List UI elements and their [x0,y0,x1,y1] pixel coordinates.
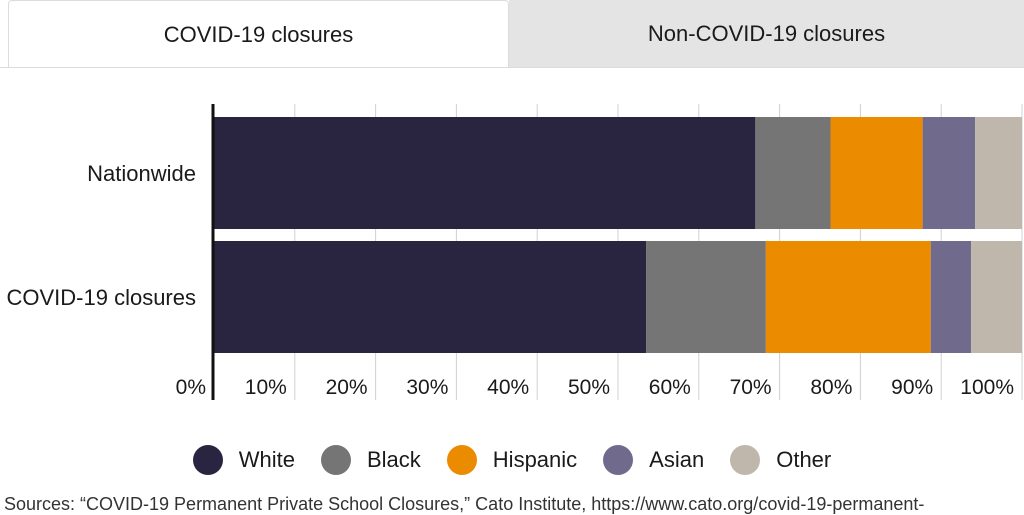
bar-covid-19-closures-white [214,241,647,353]
x-tick-40: 40% [487,376,529,399]
x-tick-60: 60% [649,376,691,399]
bar-nationwide-white [214,117,756,229]
tab-bar: COVID-19 closures Non-COVID-19 closures [0,0,1024,68]
x-tick-80: 80% [810,376,852,399]
legend-item-other: Other [730,445,831,475]
bar-nationwide-other [975,117,1022,229]
bar-covid-19-closures-other [971,241,1022,353]
bar-covid-19-closures-asian [930,241,972,353]
source-note: Sources: “COVID-19 Permanent Private Sch… [4,494,925,514]
legend-label-black: Black [367,447,421,472]
legend-item-black: Black [321,445,421,475]
x-tick-100: 100% [960,376,1014,399]
tab-non-covid-19-closures[interactable]: Non-COVID-19 closures [509,0,1024,68]
legend-item-white: White [192,445,295,475]
bar-nationwide-hispanic [830,117,923,229]
category-labels: Nationwide COVID-19 closures [6,161,196,310]
bar-covid-19-closures-hispanic [765,241,931,353]
category-label-nationwide: Nationwide [87,161,196,186]
x-tick-20: 20% [326,376,368,399]
legend-swatch-hispanic [446,445,477,475]
tab-divider [0,67,1024,68]
legend-label-white: White [238,447,295,472]
bar-segments [214,117,1022,353]
x-tick-90: 90% [891,376,933,399]
x-tick-50: 50% [568,376,610,399]
bar-nationwide-asian [922,117,976,229]
legend-label-asian: Asian [649,447,705,472]
legend-swatch-asian [603,445,634,475]
tab-covid-19-closures[interactable]: COVID-19 closures [8,0,509,68]
x-tick-labels: 0% 10% 20% 30% 40% 50% 60% 70% 80% 90% 100% [176,376,1014,399]
legend-swatch-white [192,445,223,475]
x-tick-30: 30% [406,376,448,399]
legend-item-hispanic: Hispanic [446,445,578,475]
legend-swatch-other [730,445,761,475]
x-tick-0: 0% [176,376,206,399]
legend: White Black Hispanic Asian Other [0,440,1024,480]
bar-covid-19-closures-black [646,241,766,353]
legend-item-asian: Asian [603,445,704,475]
legend-label-other: Other [776,447,832,472]
legend-label-hispanic: Hispanic [492,447,578,472]
bar-nationwide-black [755,117,831,229]
legend-swatch-black [321,445,351,475]
x-tick-10: 10% [245,376,287,399]
x-tick-70: 70% [730,376,772,399]
category-label-covid-19-closures: COVID-19 closures [6,285,196,310]
stacked-bar-chart: Nationwide COVID-19 closures 0% 10% 20% 30% 4… [6,104,1023,400]
